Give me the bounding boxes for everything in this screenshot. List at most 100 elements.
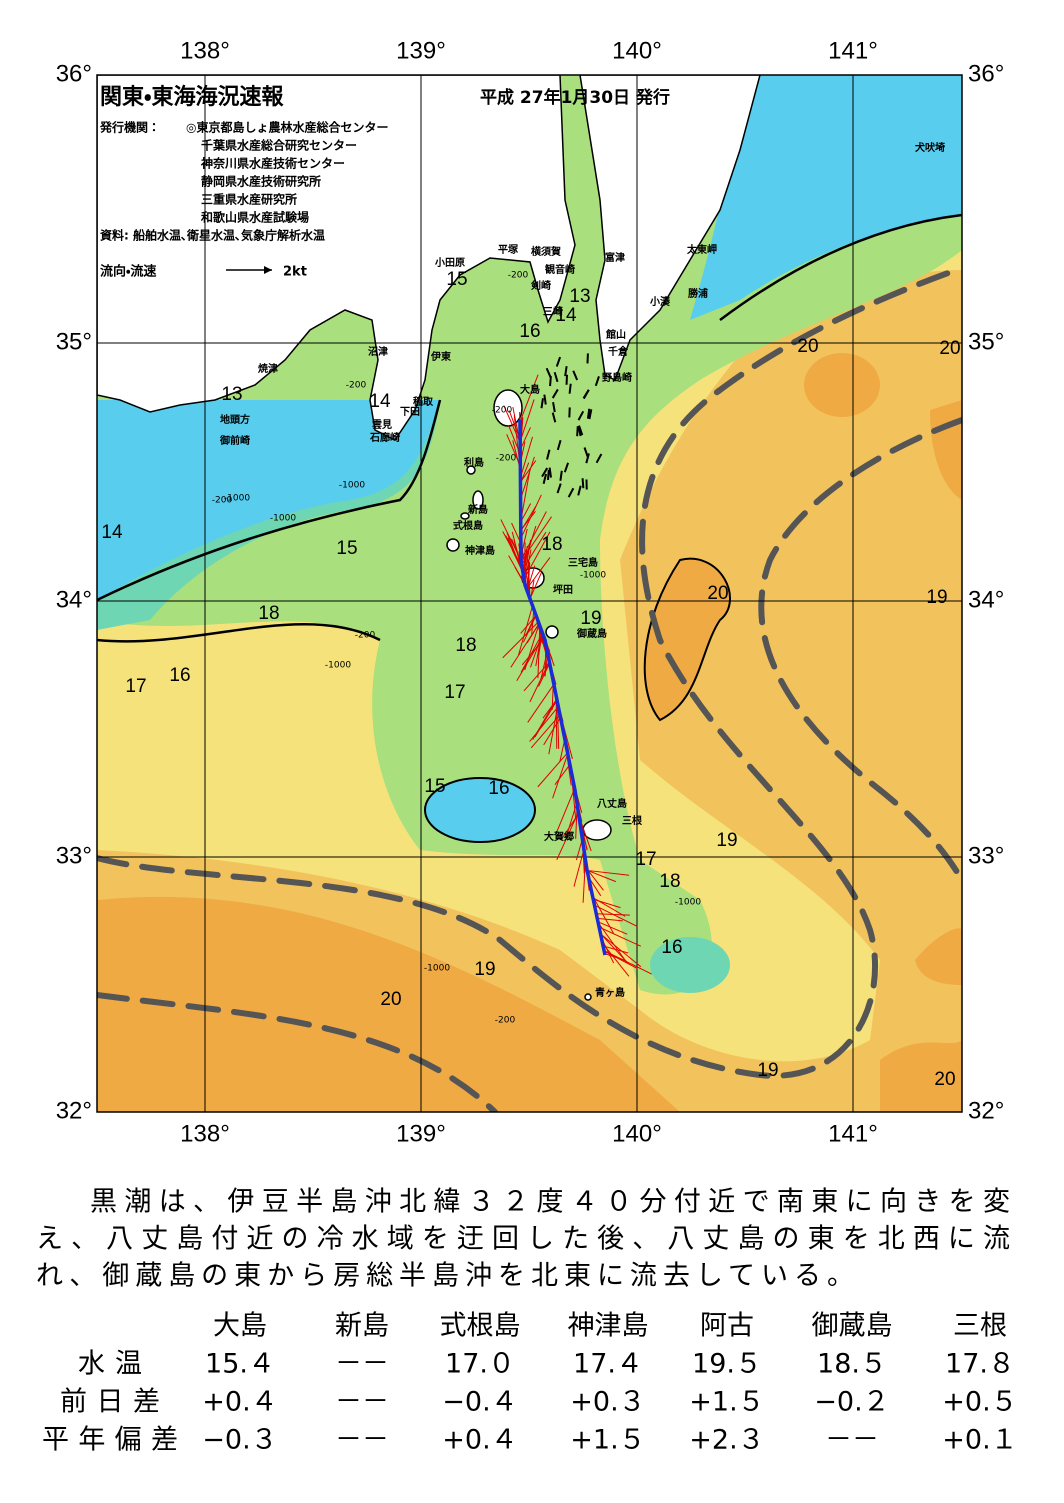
isotherm-label: 17 — [635, 849, 656, 870]
isotherm-line — [97, 399, 442, 602]
sea-orange — [915, 928, 962, 985]
isotherm-label: 13 — [221, 384, 242, 405]
current-vector — [526, 557, 551, 590]
current-vector — [551, 412, 557, 423]
column-header: 式根島 — [440, 1311, 521, 1342]
place-name: 千倉 — [608, 345, 629, 358]
row-label: 前日差 — [60, 1387, 160, 1418]
current-vector — [594, 904, 638, 927]
row-label: 平年偏差 — [42, 1425, 178, 1456]
data-source: 資料: 船舶水温､衛星水温､気象庁解析水温 — [100, 228, 325, 243]
current-vector — [537, 752, 568, 788]
current-vector — [572, 370, 579, 381]
latitude-label: 35° — [968, 328, 1004, 355]
current-vector — [603, 950, 652, 975]
sea-cyan — [690, 75, 962, 320]
table-cell: 17.８ — [945, 1349, 1015, 1380]
current-vector — [577, 410, 585, 421]
isotherm-label: 18 — [258, 603, 279, 624]
table-cell: +2.３ — [689, 1425, 764, 1456]
longitude-label: 141° — [828, 1120, 878, 1147]
island — [584, 993, 592, 1001]
sea-orange — [880, 1040, 962, 1112]
island — [466, 465, 476, 475]
island — [460, 512, 470, 520]
island — [472, 490, 484, 510]
depth-label: -200 — [492, 406, 513, 416]
isotherm-line — [719, 213, 962, 322]
current-vector — [517, 605, 534, 656]
depth-label: -200 — [508, 271, 529, 281]
place-name: 観音崎 — [545, 263, 575, 276]
current-vector — [553, 371, 559, 383]
title: 関東・東海海況速報 — [100, 84, 284, 110]
current-vector — [573, 849, 585, 887]
longitude-label: 138° — [180, 37, 230, 64]
current-vector — [545, 367, 552, 378]
map-frame — [96, 74, 963, 1113]
current-vector — [588, 409, 593, 420]
summary: 黒潮は、伊豆半島沖北緯３２度４０分付近で南東に向きを変え、八丈島付近の冷水域を迂… — [36, 1187, 1010, 1292]
table-cell: +0.３ — [570, 1387, 645, 1418]
table-cell: +0.４ — [442, 1425, 517, 1456]
kuroshio-line — [97, 992, 498, 1112]
issue-date: 平成 27年1月30日 発行 — [480, 87, 670, 108]
current-vector — [520, 456, 535, 500]
table-cell: −0.４ — [442, 1387, 517, 1418]
current-vector — [567, 487, 575, 498]
current-vector — [529, 572, 542, 600]
table-cell: －－ — [335, 1387, 389, 1418]
current-vector — [555, 788, 576, 835]
table-cell: +0.５ — [942, 1387, 1017, 1418]
current-vector — [604, 953, 626, 961]
place-name: 青ヶ島 — [595, 986, 625, 999]
place-name: 地頭方 — [220, 413, 250, 426]
place-name: 野島崎 — [602, 371, 632, 384]
current-vector — [538, 662, 551, 687]
place-name: 焼津 — [258, 362, 278, 375]
isotherm-label: 13 — [569, 286, 590, 307]
place-name: 小湊 — [649, 295, 671, 308]
place-name: 新島 — [467, 503, 488, 516]
land — [579, 75, 761, 382]
place-name: 伊東 — [430, 350, 451, 363]
place-name: 大賀郷 — [544, 830, 574, 843]
current-vector — [519, 436, 534, 478]
current-vector — [522, 615, 537, 643]
current-vector — [581, 478, 585, 489]
current-vector — [595, 453, 603, 464]
isotherm-label: 16 — [519, 321, 540, 342]
isotherm-label: 20 — [934, 1069, 955, 1090]
table-cell: 19.５ — [692, 1349, 762, 1380]
table-cell: 18.５ — [817, 1349, 887, 1380]
sea-teal — [650, 937, 730, 993]
isotherm-label: 17 — [125, 676, 146, 697]
current-vector — [586, 408, 591, 419]
place-name: 坪田 — [553, 583, 573, 596]
kuroshio-axis — [97, 265, 962, 1112]
current-vector — [563, 462, 570, 473]
depth-label: -1000 — [339, 481, 365, 491]
longitude-label: 138° — [180, 1120, 230, 1147]
publisher: 三重県水産研究所 — [201, 192, 297, 207]
place-name: 利島 — [464, 456, 484, 469]
current-vector — [529, 706, 559, 742]
latitude-label: 33° — [968, 842, 1004, 869]
depth-label: -200 — [212, 496, 233, 506]
isotherm-label: 19 — [580, 608, 601, 629]
current-vector — [541, 467, 549, 478]
place-name: 太東岬 — [686, 243, 717, 256]
current-vector — [556, 812, 579, 861]
isotherm-lines — [97, 213, 962, 643]
current-vector — [600, 933, 629, 964]
current-vector — [543, 394, 547, 405]
isotherm-label: 20 — [380, 989, 401, 1010]
current-vector — [542, 699, 558, 719]
current-vector — [524, 549, 532, 583]
ship-track — [518, 419, 607, 956]
place-name: 沼津 — [368, 345, 388, 358]
current-vector — [508, 425, 521, 455]
current-vector — [600, 933, 642, 968]
